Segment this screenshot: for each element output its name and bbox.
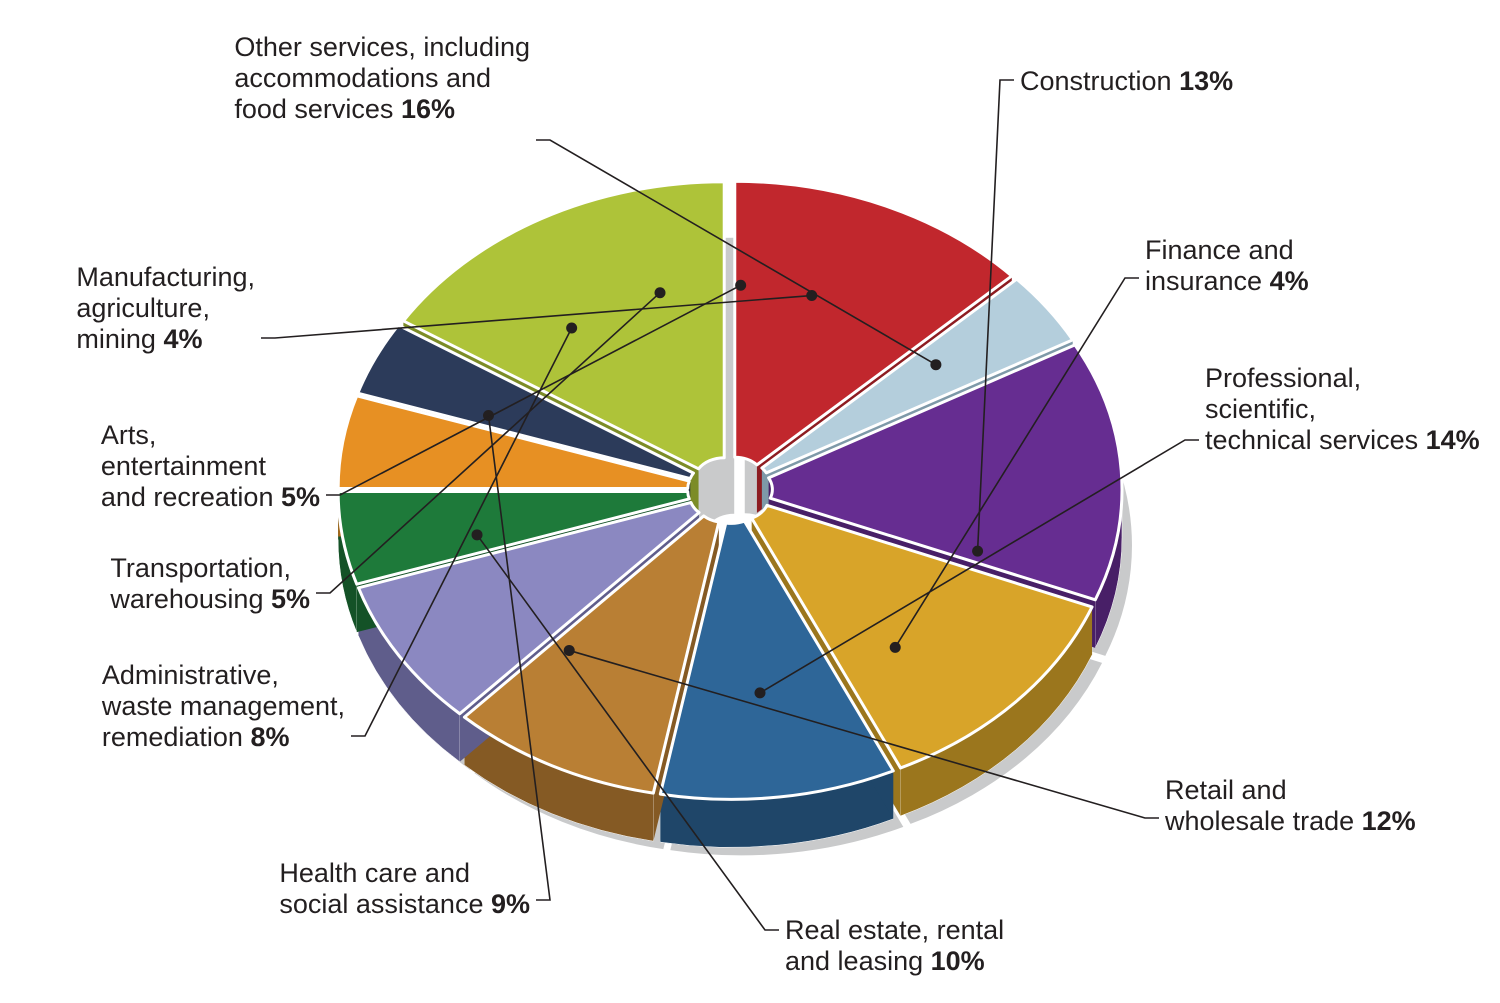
pie-slice-label: Health care andsocial assistance 9%	[279, 858, 530, 920]
pie-slice-label: Transportation,warehousing 5%	[110, 553, 310, 615]
pie-slice-label: Professional,scientific,technical servic…	[1205, 363, 1480, 456]
pie-slice-label: Arts,entertainmentand recreation 5%	[101, 420, 320, 513]
pie-slice-label: Administrative,waste management,remediat…	[102, 660, 345, 753]
pie-chart-3d: Construction 13% Finance andinsurance 4% P…	[0, 0, 1500, 1003]
pie-slice-label: Manufacturing,agriculture,mining 4%	[76, 262, 255, 355]
pie-slice-label: Retail andwholesale trade 12%	[1165, 775, 1416, 837]
pie-slice-label: Finance andinsurance 4%	[1145, 235, 1309, 297]
pie-slice-label: Construction 13%	[1020, 66, 1233, 97]
pie-slice-label: Real estate, rentaland leasing 10%	[785, 915, 1004, 977]
pie-slice-label: Other services, includingaccommodations …	[234, 32, 530, 125]
